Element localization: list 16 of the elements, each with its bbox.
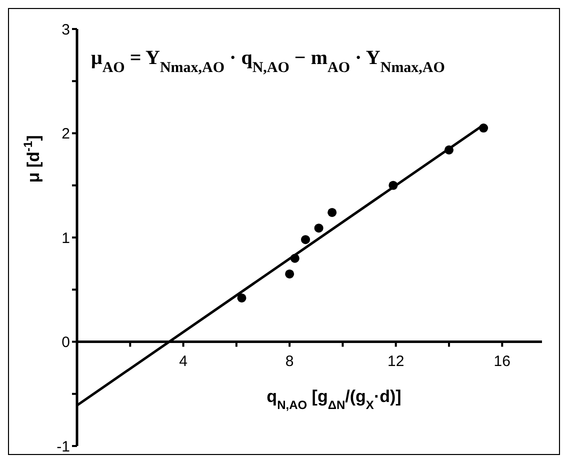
point [314, 224, 324, 233]
point [285, 269, 294, 278]
y-tick-label: 2 [62, 126, 70, 143]
x-tick-label: 8 [285, 352, 294, 370]
x-tick-label: 16 [494, 352, 510, 370]
text: μ$_{AO}$ = Y$_{Nmax,AO}$ · q$_{N,AO}$ − m$_{AO}$ · Y$_{Nmax,AO}$ [91, 47, 445, 76]
point [328, 208, 337, 217]
x-tick-label: 4 [179, 352, 188, 370]
y-tick-label: 1 [62, 230, 70, 247]
y-tick-label: 0 [62, 334, 70, 352]
x-tick-label: 12 [388, 352, 404, 370]
point [237, 293, 246, 302]
point [301, 235, 310, 244]
x-axis-title: q$_{N,AO}$ [g$_{ΔN}$/(g$_{X}$·d)] [266, 386, 402, 412]
y-tick-label: -1 [56, 438, 70, 456]
y-tick-label: 3 [62, 21, 70, 38]
